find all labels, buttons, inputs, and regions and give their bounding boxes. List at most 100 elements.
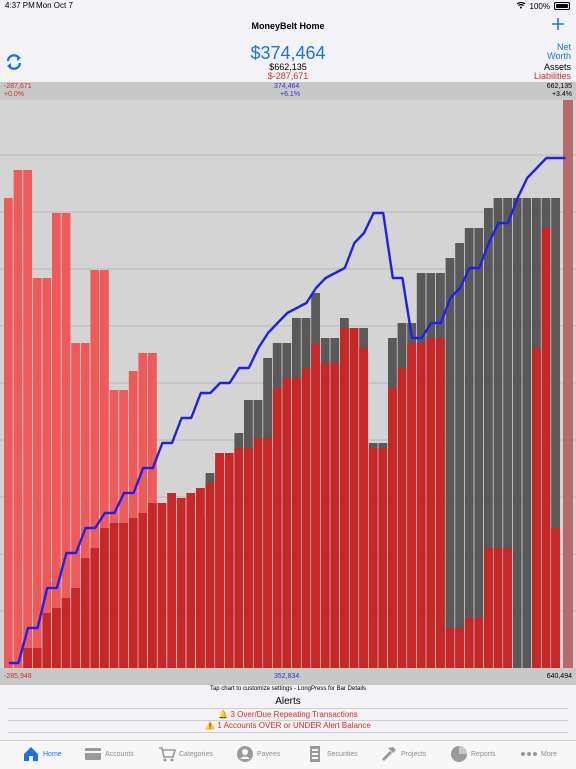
chart-bar [80,343,90,668]
tab-label: Accounts [105,750,134,758]
chart-bar [551,528,560,668]
chart-bar [244,448,253,668]
tab-home[interactable]: Home [22,745,62,763]
add-button[interactable] [552,14,564,34]
chart-bar [90,270,100,668]
home-icon [24,747,38,761]
chart-bar [157,503,167,668]
wifi-icon [516,1,526,11]
chart-bar [176,498,186,668]
assets-value: $662,135 [269,62,307,72]
chart-bar [186,493,196,668]
chart-bar [52,608,61,668]
chart-bar [13,170,23,668]
bell-icon: 🔔 [218,710,229,719]
chart-bar [109,523,119,668]
chart-bar [493,548,503,668]
chart-bar [215,453,224,668]
warning-icon: ⚠️ [205,721,216,730]
bottom-right-value: 640,494 [546,673,572,680]
chart-bar [455,243,464,668]
tab-label: Home [43,750,62,758]
net-worth-line [8,156,566,665]
chart-bar [464,618,474,668]
bottom-left-value: -285,948 [4,673,32,680]
chart-bar [493,198,503,668]
chart-bar [42,278,52,668]
tab-label: Payees [257,750,281,758]
battery-icon [554,2,570,10]
chart-bar [196,488,205,668]
pie-chart-icon [451,746,467,762]
liabilities-label: Liabilities [533,71,571,81]
refresh-icon [6,54,22,70]
tab-payees[interactable]: Payees [236,745,280,763]
divider [8,732,568,733]
securities-icon [310,746,320,762]
chart-svg[interactable] [0,100,576,668]
chart-bar [512,198,522,668]
plus-icon [552,18,564,30]
chart-bar [503,198,512,668]
chart-bar [90,548,100,668]
top-left-pct: +0.0% [4,91,25,98]
tab-bar: Home Accounts Categories Payees Securiti… [0,740,576,769]
chart-bar [368,448,378,668]
liabilities-value: $-287,671 [267,71,309,81]
chart-bar [4,198,13,668]
chart-bar [52,213,61,668]
page-title: MoneyBelt Home [251,21,325,31]
chart-bar [301,368,311,668]
chart-bar [359,348,368,668]
chart-bar [42,613,52,668]
hammer-icon [381,747,396,762]
chart-bar [349,328,359,668]
chart-bar [263,438,272,668]
alert-item[interactable]: 🔔 3 Over/Due Repeating Transactions [0,710,576,719]
cart-icon [159,747,176,762]
net-worth-label: Net Worth [547,42,571,61]
top-mid-pct: +6.1% [280,91,301,98]
top-left-value: -287,671 [4,83,32,90]
chart-bar [503,548,512,668]
net-worth-value: $374,464 [250,43,326,63]
chart-bar [474,618,484,668]
chart-bar [224,453,234,668]
chart-bar [32,648,42,668]
tab-reports[interactable]: Reports [450,745,496,763]
alert-item[interactable]: ⚠️ 1 Accounts OVER or UNDER Alert Balanc… [0,721,576,730]
tab-more[interactable]: More [520,745,557,763]
refresh-button[interactable] [5,53,23,71]
chart-bar [340,328,349,668]
chart-bar [119,523,128,668]
chart-bar [71,343,80,668]
tab-label: More [541,750,557,758]
alert-text: 1 Accounts OVER or UNDER Alert Balance [217,721,371,730]
chart-bar [138,353,148,668]
chart-hint: Tap chart to customize settings - LongPr… [209,686,367,692]
chart-top-band: -287,671 +0.0% 374,464 +6.1% 662,135 +3.… [0,82,576,100]
chart-bar [436,338,445,668]
chart-bar [484,208,493,668]
chart-bar [23,648,32,668]
chart-bar [426,338,436,668]
tab-categories[interactable]: Categories [158,745,213,763]
accounts-icon [85,748,101,760]
chart-bar [292,378,301,668]
tab-projects[interactable]: Projects [380,745,426,763]
chart-bar [330,363,340,668]
tab-securities[interactable]: Securities [306,745,358,763]
chart-bar [253,438,263,668]
chart-bar [272,388,282,668]
chart-bar [23,170,32,668]
chart-bar [100,528,109,668]
chart-bar [71,588,80,668]
chart-bar [532,348,541,668]
chart-bar [541,228,551,668]
chart-bar [138,513,148,668]
chart-bar [61,213,71,668]
net-worth-chart[interactable] [0,100,576,668]
chart-bar [128,518,138,668]
tab-accounts[interactable]: Accounts [84,745,134,763]
chart-bar [474,228,484,668]
